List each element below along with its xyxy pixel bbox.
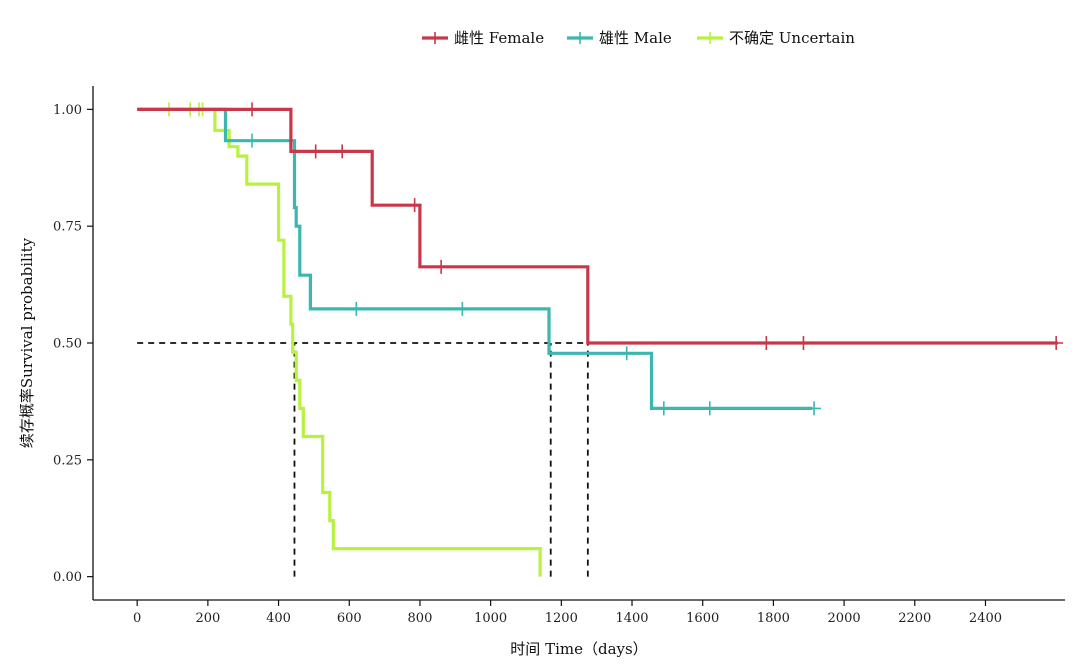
censor-mark xyxy=(759,336,774,350)
x-tick-label: 0 xyxy=(133,611,141,626)
x-tick-label: 1200 xyxy=(545,611,578,626)
censor-mark xyxy=(434,259,449,274)
median-reference-lines xyxy=(137,342,589,577)
censor-mark xyxy=(455,301,470,316)
axes: 0 200 400 600 800 1000 1200 1400 1600 1800 2000 220… xyxy=(18,86,1065,658)
censor-mark xyxy=(619,346,634,361)
censor-mark xyxy=(245,133,260,148)
legend-label: 雄性 Male xyxy=(599,29,672,47)
x-tick-label: 1800 xyxy=(757,611,790,626)
series-1 xyxy=(137,107,822,416)
x-axis-ticks: 0 200 400 600 800 1000 1200 1400 1600 1800 2000 220… xyxy=(133,600,1002,626)
x-tick-label: 800 xyxy=(408,611,433,626)
legend-item: 雄性 Male xyxy=(567,29,672,47)
series-0 xyxy=(137,102,1064,350)
legend-label: 不确定 Uncertain xyxy=(729,29,855,47)
legend-item: 不确定 Uncertain xyxy=(697,29,855,47)
x-tick-label: 2400 xyxy=(969,611,1002,626)
survival-curves xyxy=(137,102,1064,577)
series-2 xyxy=(137,102,542,577)
y-tick-label: 1.00 xyxy=(53,103,82,118)
censor-mark xyxy=(407,198,422,213)
censor-mark xyxy=(245,102,260,117)
chart-legend: 雌性 Female 雄性 Male 不确定 Uncertain xyxy=(422,29,855,47)
survival-line xyxy=(137,107,542,577)
censor-mark xyxy=(335,144,350,159)
x-tick-label: 2200 xyxy=(898,611,931,626)
censor-mark xyxy=(807,401,822,416)
survival-line xyxy=(137,107,813,410)
x-tick-label: 400 xyxy=(266,611,291,626)
legend-item: 雌性 Female xyxy=(422,29,544,47)
survival-line xyxy=(137,107,1058,345)
y-axis-title: 续存概率Survival probability xyxy=(18,237,36,448)
censor-mark xyxy=(349,301,364,316)
x-tick-label: 1000 xyxy=(474,611,507,626)
legend-label: 雌性 Female xyxy=(454,29,544,47)
x-tick-label: 1400 xyxy=(615,611,648,626)
x-tick-label: 600 xyxy=(337,611,362,626)
y-tick-label: 0.00 xyxy=(53,570,82,585)
censor-mark xyxy=(656,401,671,416)
x-axis-title: 时间 Time（days） xyxy=(510,640,647,658)
y-axis-ticks: 0.00 0.25 0.50 0.75 1.00 xyxy=(53,103,93,585)
censor-mark xyxy=(796,336,811,350)
censor-mark xyxy=(1049,336,1064,350)
y-tick-label: 0.50 xyxy=(53,337,82,352)
censor-mark xyxy=(308,144,323,159)
x-tick-label: 200 xyxy=(195,611,220,626)
x-tick-label: 2000 xyxy=(828,611,861,626)
y-tick-label: 0.25 xyxy=(53,453,82,468)
x-tick-label: 1600 xyxy=(686,611,719,626)
y-tick-label: 0.75 xyxy=(53,220,82,235)
censor-mark xyxy=(702,401,717,416)
